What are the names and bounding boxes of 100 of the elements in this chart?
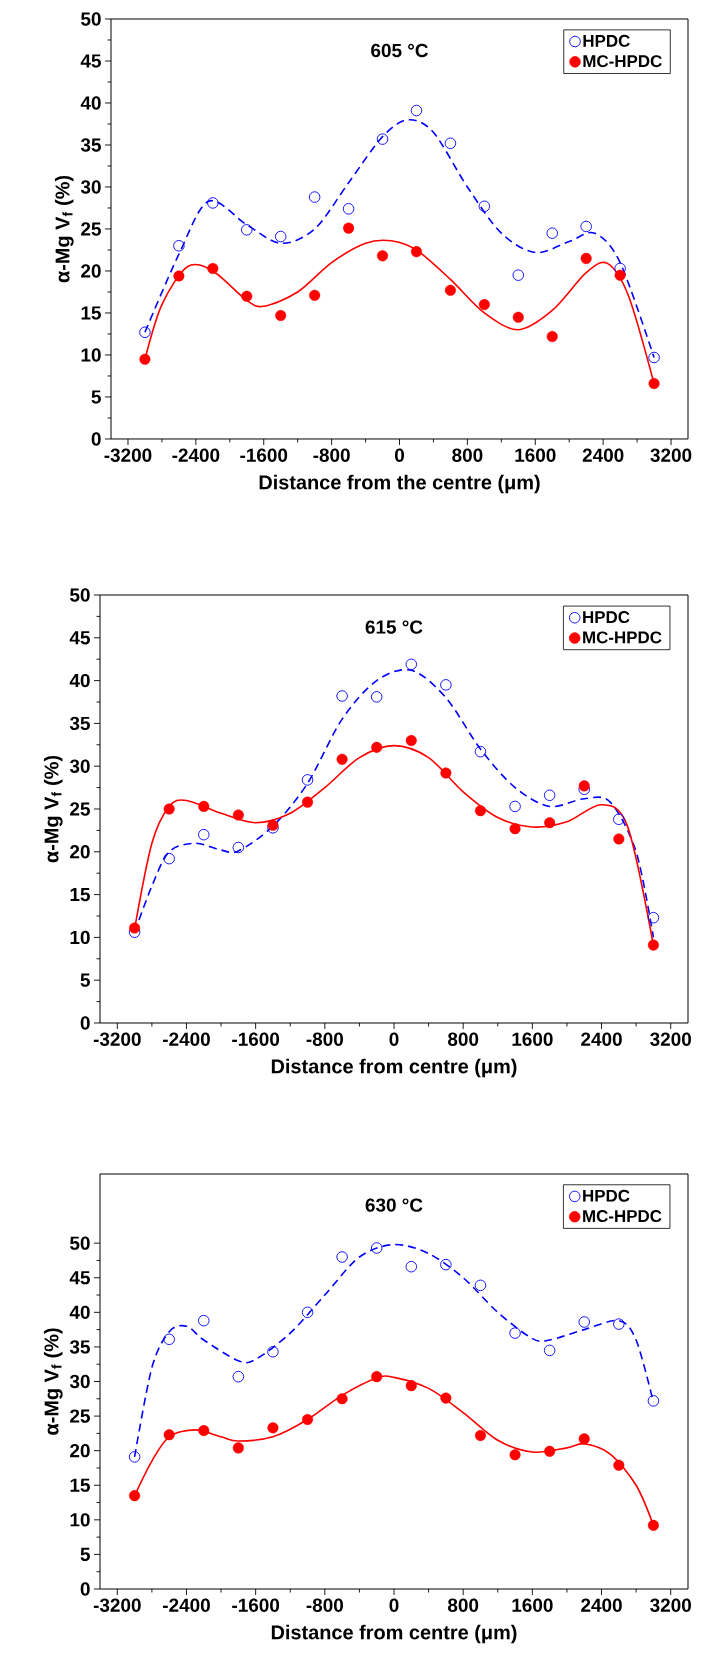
point bbox=[376, 133, 389, 145]
point bbox=[546, 227, 558, 239]
x-tick-label: -2400 bbox=[163, 1032, 210, 1046]
point bbox=[343, 222, 355, 234]
y-tick-label: 10 bbox=[70, 1513, 90, 1527]
y-tick-label: 5 bbox=[80, 973, 90, 987]
y-tick-label: 35 bbox=[69, 716, 90, 731]
x-tick-label: 1600 bbox=[515, 448, 556, 462]
point bbox=[267, 1422, 279, 1434]
y-tick-label: 10 bbox=[70, 930, 90, 945]
x-tick-label: -1600 bbox=[232, 1032, 280, 1046]
x-tick-label: -800 bbox=[306, 1032, 343, 1046]
y-tick-label: 25 bbox=[70, 1409, 90, 1423]
point bbox=[509, 1449, 521, 1461]
point bbox=[410, 246, 422, 258]
point bbox=[163, 1333, 175, 1346]
point bbox=[512, 311, 524, 323]
y-tick-label: 50 bbox=[81, 12, 101, 26]
y-tick-label: 5 bbox=[91, 390, 101, 404]
point bbox=[405, 735, 417, 747]
point bbox=[139, 353, 151, 365]
point bbox=[474, 1279, 487, 1292]
y-tick-label: 20 bbox=[70, 1443, 90, 1458]
point bbox=[336, 690, 348, 702]
x-tick-label: 0 bbox=[394, 448, 404, 462]
y-tick-label: 30 bbox=[69, 1374, 90, 1389]
legend-label: MC-HPDC bbox=[583, 55, 662, 68]
x-tick-label: -800 bbox=[306, 1598, 343, 1612]
point bbox=[129, 922, 141, 934]
point bbox=[478, 200, 491, 213]
x-tick-label: 2400 bbox=[581, 1032, 622, 1046]
x-tick-label: -2400 bbox=[172, 448, 220, 462]
x-tick-label: 800 bbox=[447, 1032, 479, 1046]
x-tick-label: -1600 bbox=[232, 1598, 280, 1612]
point bbox=[509, 1327, 521, 1339]
point bbox=[647, 939, 659, 951]
point bbox=[440, 679, 452, 691]
point bbox=[377, 250, 389, 262]
y-tick-label: 50 bbox=[70, 1236, 90, 1250]
y-tick-label: 20 bbox=[81, 264, 101, 278]
point bbox=[440, 1392, 452, 1404]
point bbox=[336, 753, 348, 765]
point bbox=[232, 1370, 245, 1383]
point bbox=[647, 1395, 660, 1407]
point bbox=[308, 191, 321, 203]
x-tick-label: 3200 bbox=[650, 1598, 691, 1612]
point bbox=[474, 805, 486, 817]
point bbox=[370, 1242, 383, 1254]
point bbox=[578, 1433, 590, 1445]
y-tick-label: 30 bbox=[69, 759, 90, 773]
y-axis-title: α-Mg V$_{f}$ (%) bbox=[43, 1328, 63, 1435]
x-tick-label: -1600 bbox=[240, 448, 288, 462]
point bbox=[440, 767, 452, 779]
x-tick-label: -3200 bbox=[93, 1032, 141, 1046]
x-tick-label: -800 bbox=[313, 448, 350, 462]
point bbox=[544, 817, 556, 829]
x-tick-label: 3200 bbox=[650, 1032, 691, 1046]
x-tick-label: -3200 bbox=[93, 1598, 141, 1612]
point bbox=[543, 1344, 556, 1357]
point bbox=[474, 1429, 486, 1441]
point bbox=[302, 1414, 314, 1426]
point bbox=[613, 1459, 625, 1471]
x-tick-label: 1600 bbox=[512, 1598, 553, 1612]
x-axis-title: Distance from centre (μm) bbox=[271, 1058, 517, 1078]
point bbox=[129, 1490, 141, 1502]
point bbox=[613, 1318, 625, 1330]
point bbox=[267, 1346, 279, 1358]
x-tick-label: 0 bbox=[389, 1032, 399, 1046]
point bbox=[163, 1429, 175, 1441]
y-tick-label: 45 bbox=[69, 631, 90, 645]
point bbox=[405, 658, 418, 671]
y-tick-label: 35 bbox=[69, 1340, 90, 1354]
point bbox=[336, 1251, 348, 1263]
x-tick-label: -3200 bbox=[104, 448, 152, 462]
point bbox=[232, 841, 245, 854]
legend-label: MC-HPDC bbox=[583, 631, 662, 644]
x-tick-label: 0 bbox=[389, 1598, 399, 1612]
point bbox=[614, 269, 626, 281]
point bbox=[478, 299, 490, 311]
x-tick-label: 3200 bbox=[650, 448, 692, 462]
point bbox=[309, 289, 321, 301]
x-tick-label: 2400 bbox=[581, 1598, 622, 1612]
point bbox=[512, 269, 525, 281]
point bbox=[578, 1316, 590, 1328]
point bbox=[342, 203, 355, 215]
point bbox=[580, 220, 592, 233]
point bbox=[613, 833, 625, 845]
y-tick-label: 35 bbox=[80, 138, 101, 152]
point bbox=[647, 911, 660, 924]
text: 615 °C bbox=[365, 620, 423, 634]
point bbox=[578, 780, 590, 792]
y-axis-title: α-Mg V$_{f}$ (%) bbox=[43, 755, 63, 863]
point bbox=[173, 270, 185, 282]
y-tick-label: 40 bbox=[69, 1305, 90, 1320]
x-tick-label: 1600 bbox=[512, 1032, 553, 1046]
point bbox=[241, 290, 253, 302]
y-tick-label: 0 bbox=[80, 1582, 90, 1596]
point bbox=[444, 284, 456, 296]
point bbox=[647, 1519, 659, 1531]
y-axis-title: α-Mg V$_{f}$ (%) bbox=[54, 175, 74, 283]
